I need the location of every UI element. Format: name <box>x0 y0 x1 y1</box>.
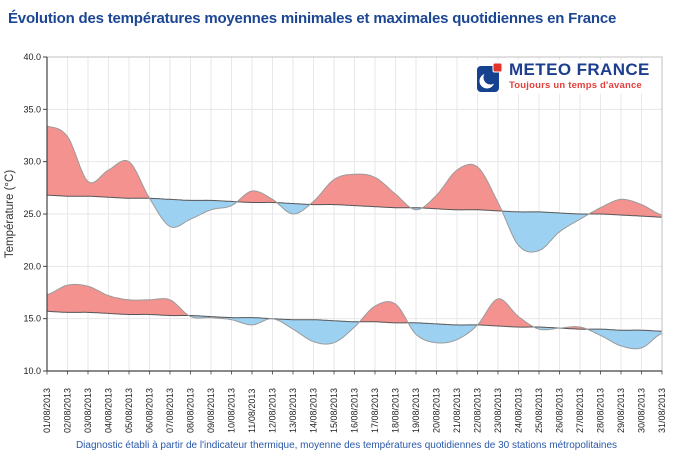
y-tick-label: 10.0 <box>23 366 41 376</box>
x-date-label: 29/08/2013 <box>616 388 626 433</box>
x-date-label: 26/08/2013 <box>555 388 565 433</box>
x-date-label: 03/08/2013 <box>83 388 93 433</box>
tmin-band-above-fill <box>359 301 409 323</box>
tmax-band-below-fill <box>502 211 589 253</box>
x-date-label: 02/08/2013 <box>63 388 73 433</box>
x-date-label: 30/08/2013 <box>637 388 647 433</box>
x-date-label: 22/08/2013 <box>473 388 483 433</box>
meteo-france-logo: METEO FRANCE Toujours un temps d'avance <box>474 60 653 94</box>
tmax-band-below-fill <box>149 198 238 228</box>
source-caption: Diagnostic établi à partir de l'indicate… <box>75 440 618 451</box>
tmax-band-above-fill <box>588 199 662 218</box>
tmin-band-below-fill <box>272 318 360 345</box>
logo-brand-name: METEO FRANCE <box>509 60 650 79</box>
x-date-label: 24/08/2013 <box>514 388 524 433</box>
y-tick-label: 40.0 <box>23 52 41 62</box>
x-date-label: 17/08/2013 <box>370 388 380 433</box>
tmin-band-below-fill <box>188 315 273 325</box>
x-date-label: 04/08/2013 <box>104 388 114 433</box>
x-date-label: 18/08/2013 <box>391 388 401 433</box>
x-date-label: 10/08/2013 <box>227 388 237 433</box>
y-tick-label: 30.0 <box>23 157 41 167</box>
x-date-label: 16/08/2013 <box>350 388 360 433</box>
tmin-band-below-fill <box>408 322 478 343</box>
x-date-label: 20/08/2013 <box>432 388 442 433</box>
tmax-band-above-fill <box>47 126 150 199</box>
x-date-label: 13/08/2013 <box>288 388 298 433</box>
x-date-label: 12/08/2013 <box>268 388 278 433</box>
x-date-label: 05/08/2013 <box>124 388 134 433</box>
y-tick-label: 15.0 <box>23 314 41 324</box>
y-axis-ticks: 10.0 15.0 20.0 25.0 30.0 35.0 40.0 <box>23 52 47 376</box>
x-date-label: 25/08/2013 <box>534 388 544 433</box>
tmin-band <box>47 283 662 350</box>
tmax-band-above-fill <box>237 190 277 203</box>
tmax-band-above-fill <box>422 164 502 212</box>
meteo-france-logo-icon <box>477 63 503 92</box>
x-date-label: 28/08/2013 <box>596 388 606 433</box>
x-axis-date-labels: 01/08/2013 02/08/2013 03/08/2013 04/08/2013… <box>42 371 667 433</box>
logo-tagline: Toujours un temps d'avance <box>509 79 642 91</box>
y-tick-label: 20.0 <box>23 261 41 271</box>
x-date-label: 11/08/2013 <box>247 389 257 433</box>
tmin-band-above-fill <box>477 298 534 328</box>
x-date-label: 23/08/2013 <box>493 388 503 433</box>
tmin-band-below-fill <box>587 329 662 349</box>
tmin-band-above-fill <box>47 284 189 316</box>
x-date-label: 15/08/2013 <box>329 388 339 433</box>
x-date-label: 19/08/2013 <box>411 388 421 433</box>
y-tick-label: 35.0 <box>23 104 41 114</box>
tmax-band-curve <box>47 125 662 253</box>
tmax-band-below-fill <box>277 202 310 214</box>
x-date-label: 27/08/2013 <box>575 388 585 433</box>
x-date-label: 07/08/2013 <box>165 388 175 433</box>
tmin-band-curve <box>47 283 662 350</box>
x-date-label: 09/08/2013 <box>206 388 216 433</box>
x-date-label: 14/08/2013 <box>309 388 319 433</box>
tmax-band-above-fill <box>310 174 411 208</box>
logo-text: METEO FRANCE Toujours un temps d'avance <box>509 61 650 91</box>
x-date-label: 31/08/2013 <box>657 388 667 433</box>
chart-title: Évolution des températures moyennes mini… <box>8 10 617 27</box>
y-axis-title: Température (°C) <box>4 170 16 258</box>
x-date-label: 01/08/2013 <box>42 388 52 433</box>
tmax-band <box>47 125 662 253</box>
x-date-label: 08/08/2013 <box>186 388 196 433</box>
x-date-label: 21/08/2013 <box>452 388 462 433</box>
y-tick-label: 25.0 <box>23 209 41 219</box>
x-date-label: 06/08/2013 <box>145 388 155 433</box>
